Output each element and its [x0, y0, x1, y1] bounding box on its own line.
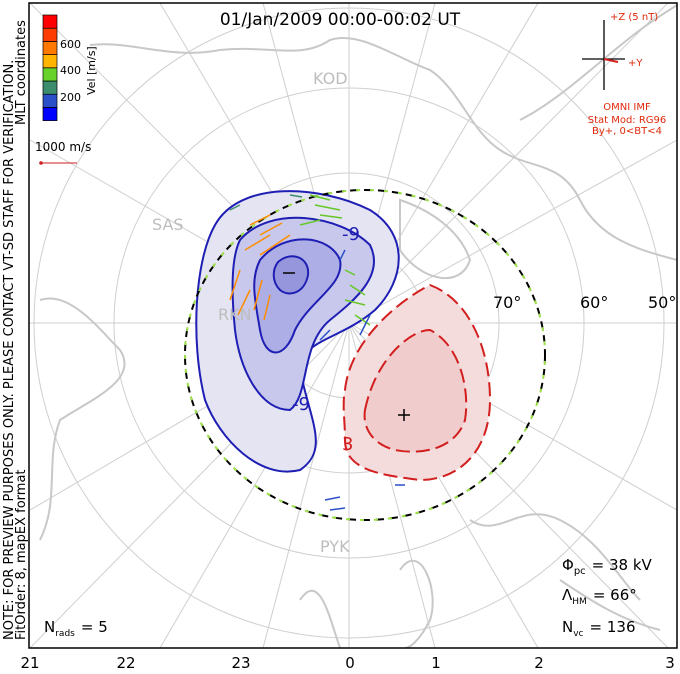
stat-phi-pc: Φpc = 38 kV: [562, 556, 653, 577]
stat-lambda-hm: ΛHM = 66°: [562, 586, 637, 607]
coords-label: MLT coordinates: [14, 20, 29, 125]
imf-source: OMNI IMF: [603, 102, 651, 113]
preview-note: NOTE: FOR PREVIEW PURPOSES ONLY. PLEASE …: [2, 60, 17, 640]
station-rkn: RKN: [218, 305, 252, 324]
contour-label: 3: [342, 434, 353, 455]
mlt-tick: 23: [231, 654, 250, 672]
mlt-tick: 22: [116, 654, 135, 672]
station-kod: KOD: [313, 69, 348, 88]
mlt-tick: 1: [431, 654, 441, 672]
imf-y-label: +Y: [628, 58, 643, 69]
plot-frame: [28, 2, 678, 649]
imf-condition: By+, 0<BT<4: [592, 126, 662, 137]
reference-vector-origin: [39, 161, 43, 165]
fit-info: FitOrder: 8, mapEX format: [14, 469, 29, 640]
mlt-tick: 0: [345, 654, 355, 672]
colorbar-tick: 600: [60, 38, 81, 51]
lat-label-50: 50°: [648, 293, 676, 312]
imf-dial: [582, 20, 625, 90]
colorbar-tick: 200: [60, 91, 81, 104]
stat-n-rads: Nrads = 5: [44, 618, 108, 639]
plot-title: 01/Jan/2009 00:00-00:02 UT: [220, 10, 461, 30]
station-pyk: PYK: [320, 537, 350, 556]
contour-label: -9: [342, 224, 360, 245]
colorbar-segment: [42, 14, 58, 29]
colorbar-segment: [42, 27, 58, 42]
colorbar-segment: [42, 54, 58, 69]
positive-potential-cell: [342, 283, 492, 482]
negative-potential-cell: [195, 190, 400, 473]
colorbar-segment: [42, 107, 58, 121]
colorbar-label: Vel [m/s]: [85, 46, 98, 95]
mlt-tick: 2: [534, 654, 544, 672]
lat-label-70: 70°: [493, 293, 521, 312]
stat-n-vc: Nvc = 136: [562, 618, 635, 639]
colorbar-segment: [42, 41, 58, 55]
colorbar-segment: [42, 80, 58, 95]
colorbar-segment: [42, 93, 58, 108]
mlt-tick: 21: [20, 654, 39, 672]
mlt-tick: 3: [665, 654, 675, 672]
imf-z-label: +Z (5 nT): [610, 12, 658, 23]
lat-label-60: 60°: [580, 293, 608, 312]
coastlines: [39, 4, 677, 648]
imf-model: Stat Mod: RG96: [588, 115, 667, 126]
velocity-vectors: [229, 194, 405, 511]
heppner-maynard-boundary: [184, 189, 546, 521]
colorbar-tick: 400: [60, 64, 81, 77]
velocity-colorbar: [42, 14, 58, 121]
contour-label: -9: [292, 394, 310, 415]
station-sas: SAS: [152, 215, 184, 234]
boundary-markers: [184, 189, 546, 521]
reference-vector-label: 1000 m/s: [35, 140, 91, 154]
colorbar-segment: [42, 67, 58, 82]
